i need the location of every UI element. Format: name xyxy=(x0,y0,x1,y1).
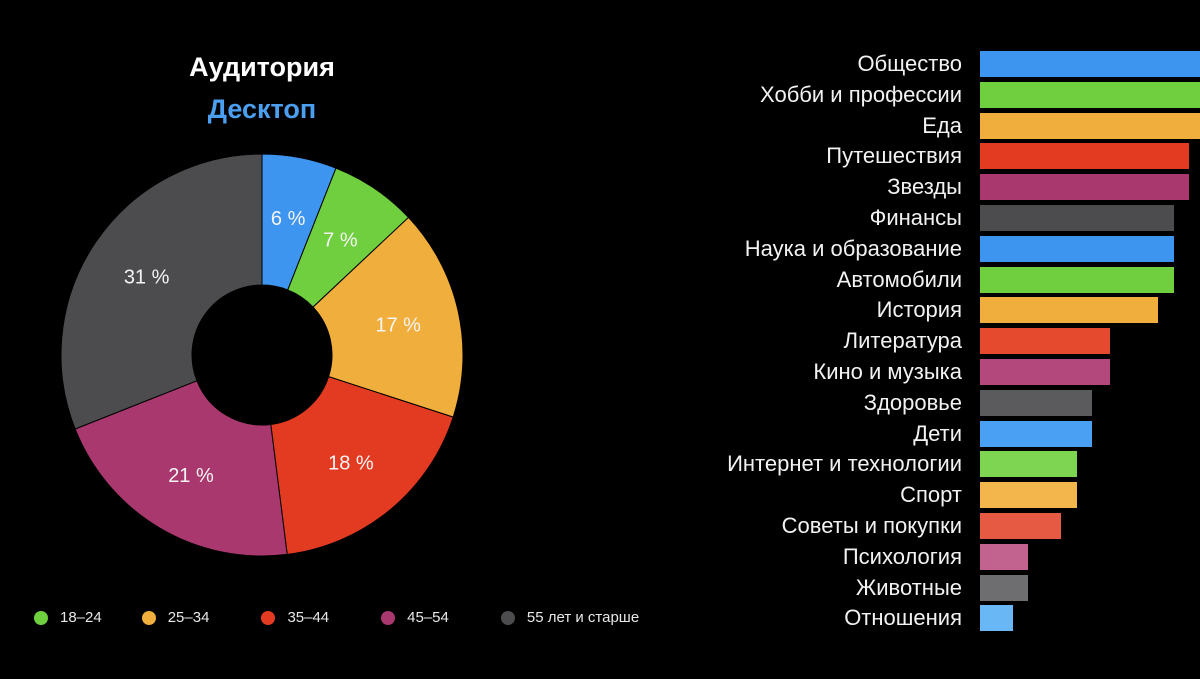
bar-label-0: Общество xyxy=(857,51,962,76)
bar-14 xyxy=(980,482,1077,509)
legend-label: 18–24 xyxy=(60,609,102,626)
bar-3 xyxy=(980,143,1189,170)
bar-4 xyxy=(980,174,1189,201)
bar-10 xyxy=(980,359,1110,385)
bar-label-3: Путешествия xyxy=(826,143,962,169)
bar-label-12: Дети xyxy=(913,420,962,446)
legend-swatch xyxy=(381,610,396,625)
bar-6 xyxy=(980,235,1174,262)
pie-slice-label-5: 31 % xyxy=(124,267,170,289)
bar-0 xyxy=(980,51,1200,77)
bar-label-4: Звезды xyxy=(887,174,962,200)
bar-label-2: Еда xyxy=(922,112,962,138)
bar-label-6: Наука и образование xyxy=(744,235,962,261)
bar-label-13: Интернет и технологии xyxy=(727,451,962,477)
bar-1 xyxy=(980,81,1200,108)
legend-swatch xyxy=(261,610,276,625)
bar-label-11: Здоровье xyxy=(863,389,962,415)
pie-subtitle: Десктоп xyxy=(207,94,317,124)
bar-label-7: Автомобили xyxy=(836,266,962,292)
pie-slice-4 xyxy=(74,380,288,557)
bar-label-9: Литература xyxy=(843,328,962,354)
bar-18 xyxy=(980,605,1013,632)
legend-item-4: 55 лет и старше xyxy=(500,609,640,626)
legend-item-2: 35–44 xyxy=(261,609,329,626)
bar-13 xyxy=(980,451,1077,478)
pie-slice-label-1: 7 % xyxy=(323,230,358,252)
pie-legend: 18–24 25–34 35–44 45–54 55 лет и старше xyxy=(34,609,639,626)
bar-label-17: Животные xyxy=(855,574,962,600)
pie-slice-5 xyxy=(60,153,263,430)
pie-slice-label-0: 6 % xyxy=(271,208,306,230)
legend-label: 45–54 xyxy=(407,609,449,626)
pie-slice-3 xyxy=(270,376,454,555)
legend-item-0: 18–24 xyxy=(34,609,102,626)
bar-2 xyxy=(980,112,1200,139)
bar-label-18: Отношения xyxy=(844,605,962,631)
legend-swatch xyxy=(141,610,156,625)
bar-17 xyxy=(980,574,1029,601)
bar-label-16: Психология xyxy=(842,543,962,569)
bar-9 xyxy=(980,328,1110,355)
bar-11 xyxy=(980,389,1093,416)
pie-title: Аудитория xyxy=(189,52,335,82)
bar-15 xyxy=(980,513,1062,539)
bar-label-8: История xyxy=(876,297,962,323)
legend-swatch xyxy=(34,610,48,625)
pie-slice-label-2: 17 % xyxy=(375,315,421,337)
legend-item-1: 25–34 xyxy=(141,609,210,626)
bar-label-5: Финансы xyxy=(869,205,962,230)
bar-8 xyxy=(980,297,1159,324)
legend-label: 35–44 xyxy=(287,609,330,626)
bar-label-14: Спорт xyxy=(900,482,962,508)
bar-7 xyxy=(980,266,1174,293)
bar-label-15: Советы и покупки xyxy=(781,513,962,538)
pie-slice-label-3: 18 % xyxy=(328,452,374,474)
pie-slice-2 xyxy=(312,216,464,418)
bar-12 xyxy=(980,420,1093,447)
bar-label-10: Кино и музыка xyxy=(813,359,962,384)
bar-5 xyxy=(980,205,1174,231)
legend-swatch xyxy=(500,610,515,625)
bar-label-1: Хобби и профессии xyxy=(760,81,962,107)
bar-16 xyxy=(980,543,1029,570)
pie-slice-label-4: 21 % xyxy=(168,465,214,487)
legend-label: 55 лет и старше xyxy=(526,609,640,626)
legend-label: 25–34 xyxy=(167,609,210,626)
legend-item-3: 45–54 xyxy=(381,609,449,626)
